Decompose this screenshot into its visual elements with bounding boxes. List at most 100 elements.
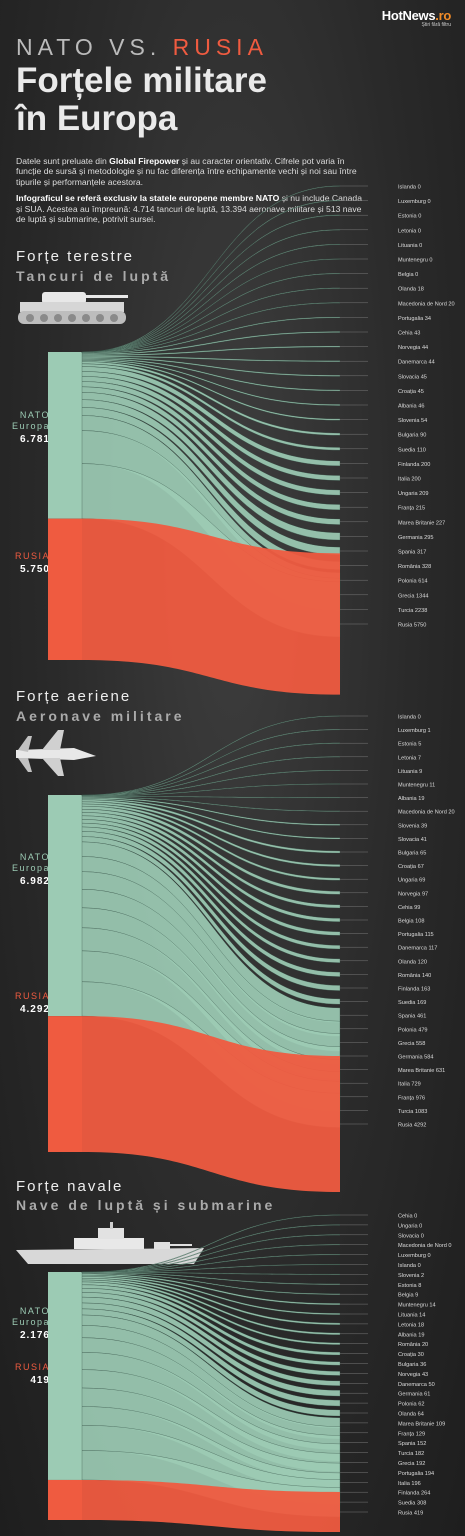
flow-label: Italia 196 — [398, 1481, 421, 1487]
flow-label: Lituania 0 — [398, 243, 422, 249]
hotnews-logo[interactable]: HotNews.ro — [382, 8, 452, 23]
flow-label: Norvegia 97 — [398, 891, 428, 897]
air-russia-total: 4.292 — [19, 1004, 50, 1015]
flow-label: Rusia 4292 — [398, 1123, 426, 1129]
flow-label: Luxemburg 1 — [398, 728, 431, 734]
flow-ungaria — [81, 803, 341, 881]
flow-croația — [81, 357, 341, 392]
flow-label: Islanda 0 — [398, 1263, 421, 1269]
flow-rusia — [82, 518, 340, 695]
flow-label: Albania 46 — [398, 404, 424, 410]
flow-luxemburg — [81, 200, 341, 353]
flow-albania — [81, 1278, 341, 1335]
title-nato-vs: NATO VS. — [16, 34, 173, 60]
naval-russia-label: RUSIA — [14, 1362, 50, 1372]
flow-românia — [81, 826, 341, 977]
air-nato-label-2: Europa — [11, 863, 50, 873]
section-air-title: Forțe aeriene — [16, 688, 132, 705]
flow-belgia — [81, 1272, 341, 1295]
flow-lituania — [81, 769, 341, 797]
flow-label: Belgia 0 — [398, 272, 418, 278]
air-nato-label: NATO — [19, 852, 50, 862]
tank-icon — [18, 292, 128, 324]
intro-p2-b: și nu include Canada și SUA. Acestea au … — [16, 193, 362, 225]
flow-muntenegru — [81, 783, 341, 797]
flow-lituania — [81, 243, 341, 353]
flow-muntenegru — [81, 1273, 341, 1305]
source-node-1 — [48, 1479, 82, 1520]
flow-label: Lituania 14 — [398, 1313, 425, 1319]
fighter-jet-icon — [16, 730, 96, 776]
naval-russia-total: 419 — [30, 1375, 50, 1386]
flow-macedonia-de-nord — [81, 1244, 341, 1273]
intro-text: Datele sunt preluate din Global Firepowe… — [16, 156, 366, 230]
page-title-line1: Forțele militare — [16, 61, 267, 100]
flow-finlanda — [81, 831, 341, 991]
flow-suedia — [81, 836, 341, 1005]
title-nato-vs-rusia: NATO VS. RUSIA — [16, 34, 268, 61]
section-naval-title: Forțe navale — [16, 1178, 124, 1195]
flow-portugalia — [81, 316, 341, 354]
flow-label: Spania 461 — [398, 1014, 426, 1020]
flow-label: Bulgaria 36 — [398, 1362, 426, 1368]
flow-danemarca — [81, 1292, 341, 1386]
flow-norvegia — [81, 1288, 341, 1376]
flow-germania — [81, 1296, 341, 1397]
flow-macedonia-de-nord — [81, 796, 341, 812]
flow-islanda — [81, 1264, 341, 1273]
logo-tagline: Știri fără filtru — [421, 22, 451, 28]
flow-label: Marea Britanie 227 — [398, 520, 445, 526]
flow-label: Spania 152 — [398, 1441, 426, 1447]
flow-label: România 328 — [398, 564, 431, 570]
flow-label: Germania 61 — [398, 1392, 430, 1398]
flow-label: Lituania 9 — [398, 769, 422, 775]
flow-label: Germania 295 — [398, 535, 433, 541]
flow-portugalia — [81, 815, 341, 936]
flow-label: Grecia 1344 — [398, 593, 428, 599]
flow-label: Suedia 169 — [398, 1000, 426, 1006]
flow-ungaria — [81, 1224, 341, 1273]
flow-label: Slovenia 54 — [398, 418, 427, 424]
source-node-1 — [48, 1016, 82, 1152]
flow-label: Turcia 1083 — [398, 1109, 427, 1115]
logo-domain: .ro — [435, 8, 451, 23]
flow-slovacia — [81, 798, 341, 840]
flow-label: Croația 67 — [398, 864, 424, 870]
flow-norvegia — [81, 345, 341, 357]
page-title: Forțele militare în Europa — [16, 62, 267, 138]
flow-label: Grecia 192 — [398, 1461, 425, 1467]
flow-label: Macedonia de Nord 20 — [398, 810, 455, 816]
flow-label: Turcia 2238 — [398, 608, 427, 614]
flow-bulgaria — [81, 1284, 341, 1366]
flow-label: Estonia 0 — [398, 214, 421, 220]
intro-paragraph-source: Datele sunt preluate din Global Firepowe… — [16, 156, 366, 187]
flow-label: Grecia 558 — [398, 1041, 425, 1047]
flow-label: România 20 — [398, 1342, 428, 1348]
flow-letonia — [81, 1276, 341, 1325]
source-node-0 — [48, 1272, 82, 1480]
land-nato-total: 6.781 — [19, 434, 50, 445]
flow-slovacia — [81, 1234, 341, 1273]
naval-nato-label: NATO — [19, 1306, 50, 1316]
flow-albania — [81, 359, 341, 406]
flow-label: Bulgaria 65 — [398, 851, 426, 857]
flow-label: Cehia 99 — [398, 905, 420, 911]
flow-label: Muntenegru 11 — [398, 783, 435, 789]
flow-label: Danemarca 44 — [398, 360, 435, 366]
flow-islanda — [81, 185, 341, 353]
flow-label: Portugalia 194 — [398, 1471, 434, 1477]
flow-label: Slovenia 2 — [398, 1273, 424, 1279]
flow-label: Macedonia de Nord 0 — [398, 1243, 452, 1249]
flow-label: Cehia 43 — [398, 331, 420, 337]
land-russia-total: 5.750 — [19, 564, 50, 575]
flow-cehia — [81, 331, 341, 355]
flow-italia — [81, 371, 341, 481]
flow-label: Polonia 62 — [398, 1402, 424, 1408]
flow-estonia — [81, 214, 341, 353]
section-land-subtitle: Tancuri de luptă — [16, 268, 172, 284]
flow-lituania — [81, 1274, 341, 1315]
flow-estonia — [81, 1272, 341, 1285]
flow-label: Estonia 8 — [398, 1283, 421, 1289]
flow-croația — [81, 801, 341, 867]
intro-p1-bold: Global Firepower — [109, 156, 180, 166]
